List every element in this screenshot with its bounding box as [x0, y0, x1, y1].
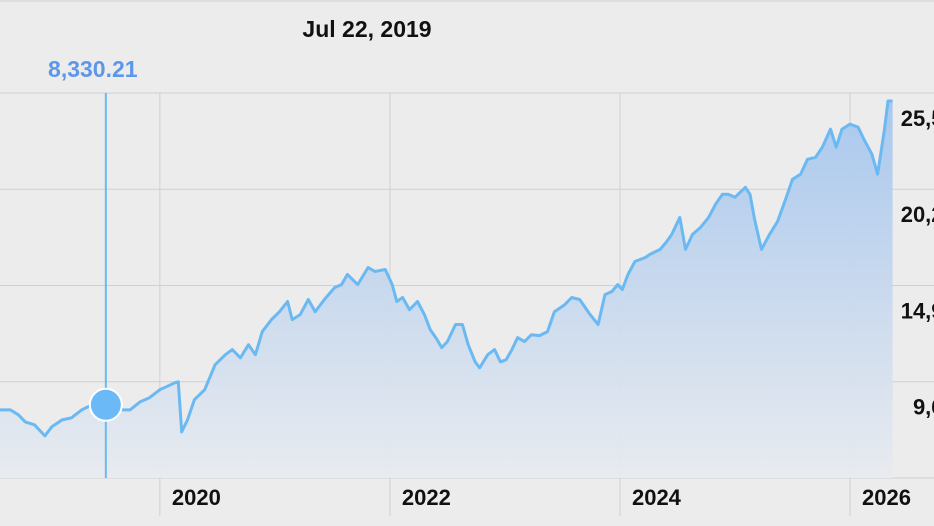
x-tick-label: 2024 [632, 485, 682, 510]
x-tick-label: 2026 [862, 485, 911, 510]
y-tick-label: 25,500 [901, 106, 934, 131]
x-tick-label: 2022 [402, 485, 451, 510]
y-tick-label: 20,200 [901, 202, 934, 227]
selected-value: 8,330.21 [48, 56, 138, 82]
y-tick-label: 9,600 [913, 395, 934, 420]
area-fill [0, 101, 893, 478]
selection-dot [88, 387, 123, 422]
price-line [0, 99, 893, 438]
y-tick-label: 14,900 [901, 298, 934, 323]
x-tick-label: 2020 [172, 485, 221, 510]
selected-date: Jul 22, 2019 [302, 16, 431, 42]
